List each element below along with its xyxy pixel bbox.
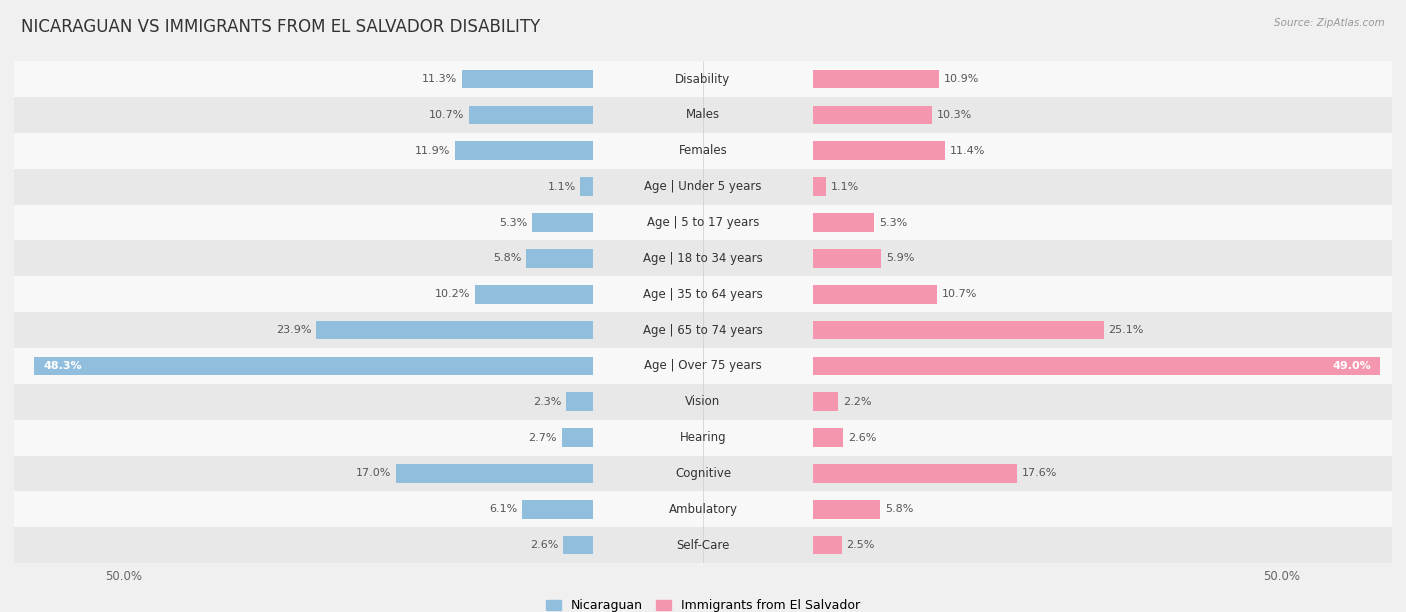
Bar [14,348,1392,384]
Bar [14,133,1392,169]
Bar [562,536,593,554]
Bar [813,428,844,447]
Bar [475,285,593,304]
Text: 5.9%: 5.9% [886,253,914,263]
Bar [531,213,593,232]
Text: Vision: Vision [685,395,721,408]
Text: Self-Care: Self-Care [676,539,730,551]
Bar [526,249,593,267]
Bar [14,491,1392,527]
Text: Age | 5 to 17 years: Age | 5 to 17 years [647,216,759,229]
Text: 10.2%: 10.2% [434,289,470,299]
Bar [14,169,1392,204]
Text: 2.7%: 2.7% [529,433,557,442]
Text: 49.0%: 49.0% [1333,361,1371,371]
Text: Age | 18 to 34 years: Age | 18 to 34 years [643,252,763,265]
Text: Age | Under 5 years: Age | Under 5 years [644,180,762,193]
Bar [813,536,842,554]
Bar [813,106,932,124]
Text: 2.6%: 2.6% [848,433,876,442]
Bar [813,177,825,196]
Bar [14,384,1392,420]
Text: 11.3%: 11.3% [422,74,457,84]
Bar [813,357,1381,375]
Text: Cognitive: Cognitive [675,467,731,480]
Bar [813,500,880,518]
Bar [14,241,1392,276]
Bar [813,70,939,89]
Bar [813,141,945,160]
Bar [14,204,1392,241]
Bar [14,455,1392,491]
Text: 10.7%: 10.7% [942,289,977,299]
Bar [581,177,593,196]
Text: 2.2%: 2.2% [844,397,872,407]
Bar [14,276,1392,312]
Text: 48.3%: 48.3% [44,361,82,371]
Bar [14,420,1392,455]
Text: 17.6%: 17.6% [1021,468,1057,479]
Bar [316,321,593,340]
Bar [523,500,593,518]
Bar [813,321,1104,340]
Legend: Nicaraguan, Immigrants from El Salvador: Nicaraguan, Immigrants from El Salvador [541,594,865,612]
Text: Source: ZipAtlas.com: Source: ZipAtlas.com [1274,18,1385,28]
Bar [14,312,1392,348]
Text: 10.3%: 10.3% [936,110,972,120]
Text: Disability: Disability [675,73,731,86]
Text: 11.9%: 11.9% [415,146,450,156]
Text: Males: Males [686,108,720,121]
Text: Ambulatory: Ambulatory [668,503,738,516]
Text: 5.8%: 5.8% [494,253,522,263]
Bar [470,106,593,124]
Text: NICARAGUAN VS IMMIGRANTS FROM EL SALVADOR DISABILITY: NICARAGUAN VS IMMIGRANTS FROM EL SALVADO… [21,18,540,36]
Bar [456,141,593,160]
Text: Age | 35 to 64 years: Age | 35 to 64 years [643,288,763,300]
Bar [34,357,593,375]
Text: 2.3%: 2.3% [533,397,562,407]
Bar [562,428,593,447]
Text: 1.1%: 1.1% [831,182,859,192]
Text: Hearing: Hearing [679,431,727,444]
Text: 2.6%: 2.6% [530,540,558,550]
Bar [396,464,593,483]
Bar [813,285,936,304]
Bar [813,464,1017,483]
Text: 5.3%: 5.3% [879,217,907,228]
Bar [813,213,875,232]
Text: 11.4%: 11.4% [949,146,986,156]
Bar [813,249,882,267]
Text: 17.0%: 17.0% [356,468,391,479]
Text: Age | Over 75 years: Age | Over 75 years [644,359,762,372]
Bar [14,61,1392,97]
Bar [463,70,593,89]
Bar [14,527,1392,563]
Text: 5.3%: 5.3% [499,217,527,228]
Text: 2.5%: 2.5% [846,540,875,550]
Text: Females: Females [679,144,727,157]
Text: 6.1%: 6.1% [489,504,517,514]
Text: 1.1%: 1.1% [547,182,575,192]
Text: 25.1%: 25.1% [1108,325,1143,335]
Bar [567,392,593,411]
Bar [813,392,838,411]
Text: 23.9%: 23.9% [276,325,312,335]
Text: 10.9%: 10.9% [943,74,979,84]
Text: Age | 65 to 74 years: Age | 65 to 74 years [643,324,763,337]
Bar [14,97,1392,133]
Text: 10.7%: 10.7% [429,110,464,120]
Text: 5.8%: 5.8% [884,504,912,514]
